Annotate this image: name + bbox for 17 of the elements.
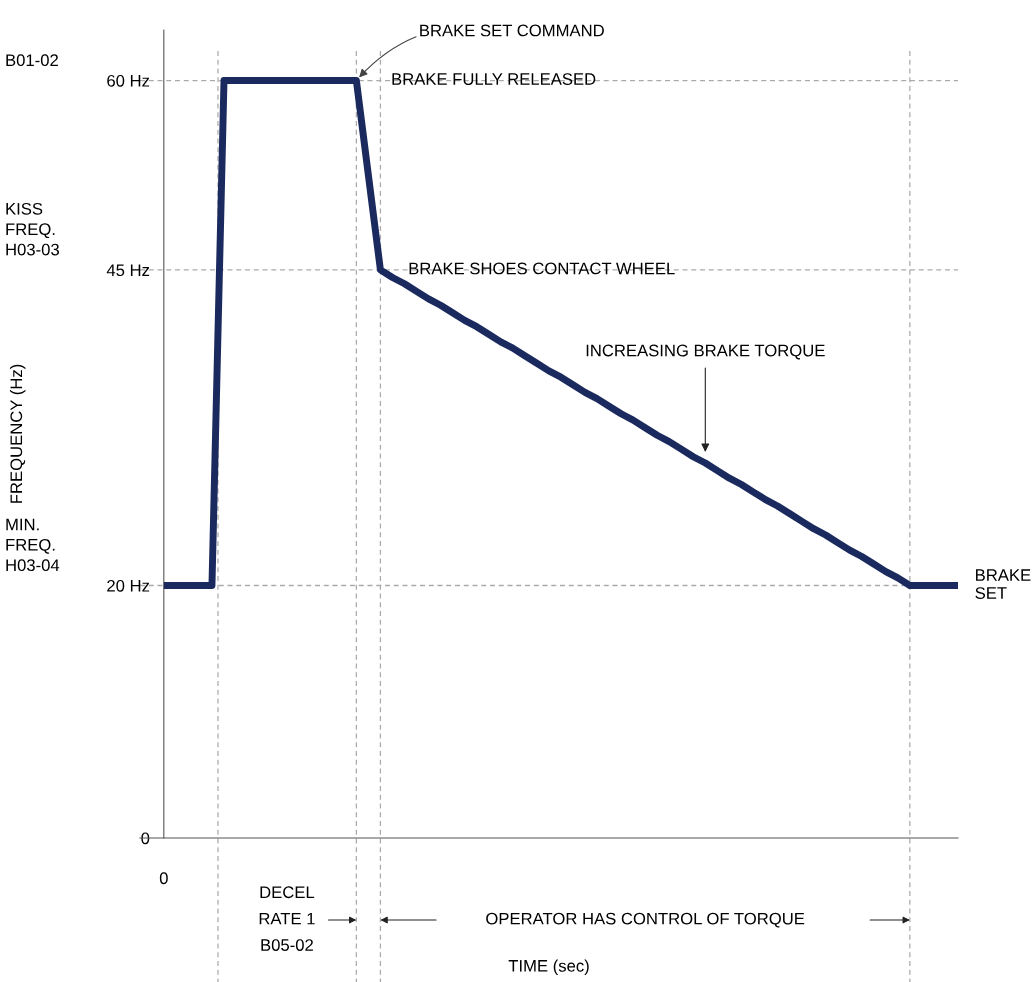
- text: TIME (sec): [508, 959, 589, 976]
- text: DECEL RATE 1 B05-02: [259, 886, 315, 951]
- text: MIN. FREQ. H03-04: [6, 518, 60, 572]
- y-axis-title: FREQUENCY (Hz): [9, 364, 26, 503]
- y-tick-label: 45 Hz: [106, 264, 150, 277]
- text: KISS FREQ. H03-03: [6, 202, 59, 256]
- text: B01-02: [6, 54, 58, 67]
- text: OPERATOR HAS CONTROL OF TORQUE: [486, 912, 805, 928]
- text: 0: [159, 872, 168, 885]
- annotation: INCREASING BRAKE TORQUE: [586, 344, 825, 360]
- annotation: BRAKE FULLY RELEASED: [392, 73, 596, 85]
- y-tick-label: 20 Hz: [107, 579, 150, 592]
- y-tick-label: 0: [141, 832, 150, 845]
- text: BRAKE SET: [975, 569, 1031, 599]
- annotation: BRAKE SET COMMAND: [420, 24, 604, 37]
- annotation: BRAKE SHOES CONTACT WHEEL: [409, 262, 675, 275]
- y-tick-label: 60 Hz: [107, 74, 150, 87]
